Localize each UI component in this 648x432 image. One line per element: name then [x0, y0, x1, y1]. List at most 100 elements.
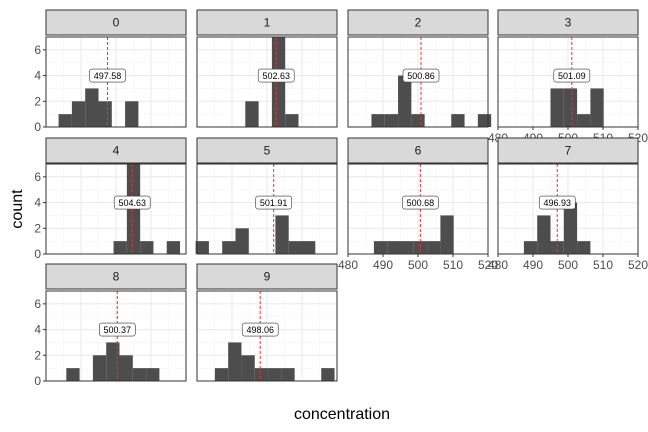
panel-border	[45, 163, 187, 255]
histogram-bar	[563, 202, 578, 254]
panel-border	[45, 36, 187, 128]
histogram-bar	[302, 241, 316, 254]
x-axis-title: concentration	[294, 406, 390, 423]
y-tick-label: 6	[34, 297, 41, 311]
histogram-bar	[58, 114, 72, 127]
x-tick-label: 510	[443, 258, 463, 272]
facet-strip	[347, 9, 489, 36]
histogram-bar	[241, 355, 255, 381]
y-tick-label: 2	[34, 221, 41, 235]
panel-border	[196, 163, 338, 255]
histogram-bar	[119, 355, 133, 381]
facet-strip	[45, 263, 187, 290]
histogram-bar	[477, 114, 492, 127]
histogram-bar	[373, 241, 388, 254]
mean-label: 497.58	[94, 71, 122, 81]
facet-panel-7: 7 496.93 480 490 500 510 520	[488, 137, 648, 272]
facet-panel-6: 6 500.68 480 490 500 510 520	[338, 137, 498, 272]
y-axis-title: count	[9, 189, 26, 229]
histogram-bar	[113, 241, 127, 254]
histogram-bar	[411, 114, 425, 127]
facet-strip	[45, 9, 187, 36]
histogram-bar	[214, 368, 229, 381]
mean-label-box	[241, 322, 279, 337]
histogram-bar	[384, 114, 399, 127]
y-tick-label: 2	[34, 94, 41, 108]
mean-label-box	[89, 68, 126, 83]
panel-border	[196, 290, 338, 382]
histogram-bar	[275, 215, 289, 254]
facet-panel-9: 9 498.06	[196, 263, 338, 382]
y-tick-label: 6	[34, 170, 41, 184]
panel-border	[45, 290, 187, 382]
histogram-bar	[371, 114, 385, 127]
x-tick-label: 490	[523, 258, 543, 272]
histogram-bar	[228, 342, 242, 381]
y-tick-label: 4	[34, 69, 41, 83]
facet-strip-label: 8	[113, 270, 120, 284]
y-tick-label: 4	[34, 323, 41, 337]
histogram-bar	[537, 215, 551, 254]
histogram-bar	[195, 241, 209, 254]
histogram-bar	[577, 114, 591, 127]
histogram-bar	[285, 114, 299, 127]
histogram-bar	[132, 368, 147, 381]
histogram-bar	[245, 101, 259, 127]
histogram-bar	[400, 241, 414, 254]
mean-label: 501.09	[558, 71, 586, 81]
facet-strip	[196, 137, 338, 164]
facet-strip-label: 1	[264, 16, 271, 30]
mean-label-box	[402, 68, 440, 83]
histogram-bar	[106, 342, 120, 381]
histogram-bar	[427, 241, 441, 254]
histogram-bar	[398, 75, 412, 127]
facet-strip-label: 4	[113, 144, 120, 158]
facet-panel-0: 0 497.58 0 2 4 6	[34, 9, 187, 134]
x-tick-label: 480	[338, 258, 358, 272]
histogram-bar	[577, 241, 591, 254]
mean-label: 500.86	[407, 71, 435, 81]
facet-strip	[196, 263, 338, 290]
histogram-bar	[563, 88, 578, 127]
facet-strip	[497, 137, 639, 164]
x-tick-label: 480	[488, 258, 508, 272]
histogram-bar	[66, 368, 80, 381]
y-tick-label: 0	[34, 374, 41, 388]
facet-strip-label: 6	[415, 144, 422, 158]
facet-strip-label: 7	[565, 144, 572, 158]
mean-label-box	[402, 195, 439, 210]
histogram-bar	[321, 368, 335, 381]
x-tick-label: 500	[408, 258, 428, 272]
facet-strip-label: 2	[415, 16, 422, 30]
histogram-bar	[98, 101, 112, 127]
mean-label: 504.63	[118, 198, 146, 208]
histogram-bar	[125, 101, 139, 127]
facet-strip	[347, 137, 489, 164]
histogram-bar	[451, 114, 465, 127]
facet-strip-label: 9	[264, 270, 271, 284]
histogram-bar	[166, 241, 181, 254]
mean-label: 501.91	[260, 198, 288, 208]
histogram-bar	[140, 241, 154, 254]
histogram-bar	[550, 88, 564, 127]
y-tick-label: 0	[34, 247, 41, 261]
x-tick-label: 520	[628, 258, 648, 272]
x-tick-label: 520	[478, 258, 498, 272]
histogram-bar	[71, 101, 86, 127]
facet-strip-label: 5	[264, 144, 271, 158]
facet-panel-8: 8 500.37 0 2 4 6	[34, 263, 187, 388]
histogram-bar	[387, 241, 401, 254]
facet-strip	[45, 137, 187, 164]
mean-label: 498.06	[246, 325, 274, 335]
histogram-bar	[85, 88, 99, 127]
mean-label-box	[255, 195, 292, 210]
facet-strip-label: 3	[565, 16, 572, 30]
histogram-bar	[146, 368, 160, 381]
facet-panel-1: 1 502.63	[196, 9, 338, 128]
facet-strip	[497, 9, 639, 36]
mean-label: 502.63	[262, 71, 290, 81]
mean-label-box	[257, 68, 295, 83]
histogram-bar	[288, 241, 302, 254]
mean-label: 500.37	[104, 325, 132, 335]
y-tick-label: 0	[34, 120, 41, 134]
